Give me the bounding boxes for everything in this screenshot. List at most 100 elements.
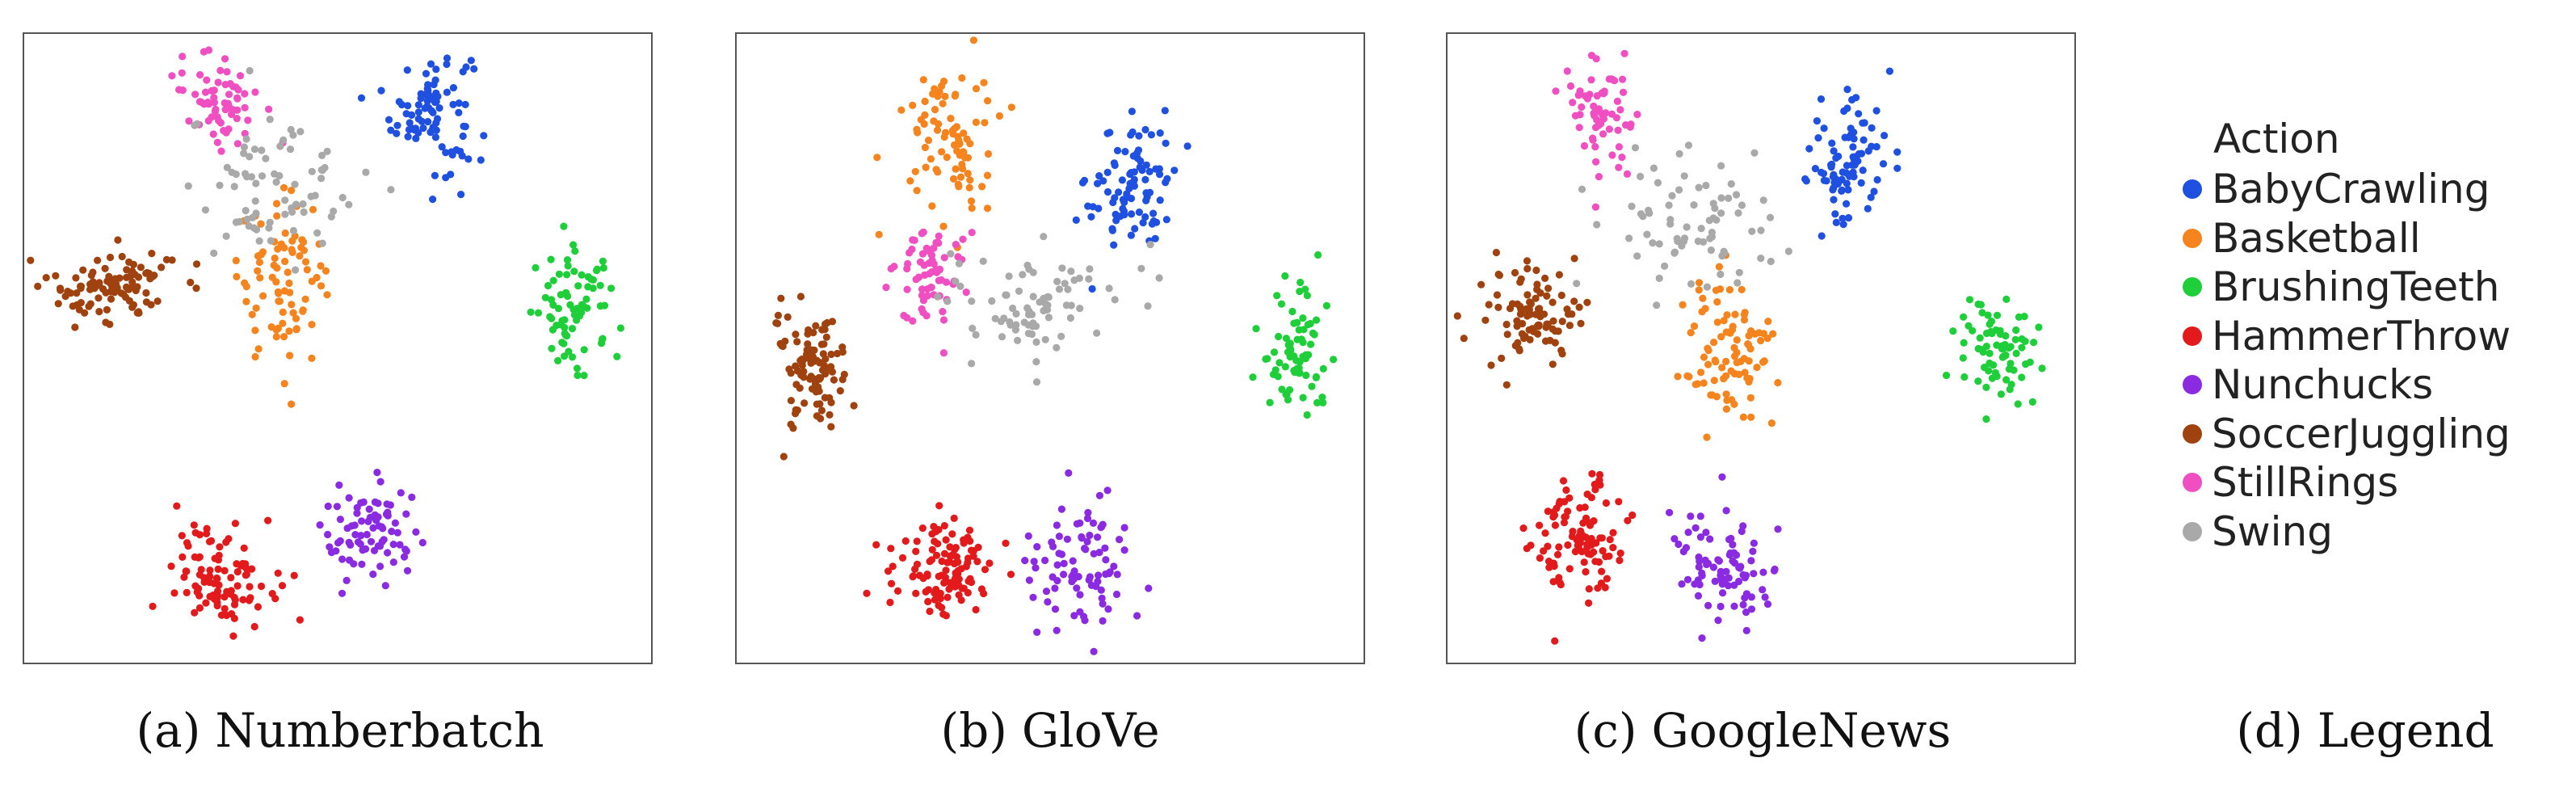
point (94, 256, 102, 264)
legend-item-hammerthrow: HammerThrow (2173, 312, 2511, 361)
point (203, 529, 211, 538)
point (1275, 332, 1283, 341)
point (404, 102, 412, 110)
point (1602, 553, 1610, 561)
point (1739, 413, 1747, 421)
point (179, 553, 187, 562)
legend-item-basketball: Basketball (2173, 214, 2511, 263)
point (347, 522, 355, 530)
point (1120, 211, 1128, 219)
point (949, 175, 958, 183)
point (414, 115, 422, 123)
point (42, 274, 50, 282)
point (1565, 565, 1574, 573)
point (442, 149, 450, 157)
point (1696, 533, 1704, 541)
point (933, 268, 941, 276)
point (921, 271, 929, 279)
point (281, 196, 289, 204)
point (178, 69, 186, 77)
point (1575, 303, 1583, 311)
point (918, 229, 926, 238)
point (1595, 173, 1603, 181)
point (827, 363, 835, 371)
legend-title: Action (2213, 116, 2340, 162)
point (1577, 319, 1585, 327)
point (1805, 145, 1813, 153)
point (251, 326, 259, 335)
point (1136, 163, 1144, 171)
point (288, 246, 296, 254)
point (554, 356, 562, 364)
point (257, 251, 265, 259)
point (792, 331, 800, 339)
point (1828, 139, 1836, 147)
point (1830, 147, 1838, 155)
point (1103, 187, 1112, 196)
point (988, 297, 996, 305)
point (1745, 377, 1753, 386)
point (1698, 634, 1706, 642)
point (258, 172, 267, 180)
point (1606, 536, 1614, 544)
point (838, 343, 847, 352)
point (1266, 398, 1274, 406)
point (365, 505, 373, 513)
point (255, 258, 263, 267)
point (1066, 314, 1074, 322)
point (1002, 291, 1011, 299)
point (983, 204, 992, 213)
point (573, 364, 582, 373)
series-swing (184, 66, 395, 274)
point (909, 317, 917, 325)
caption-name: GoogleNews (1651, 703, 1952, 758)
series-brushingteeth (527, 222, 625, 380)
point (254, 345, 263, 353)
point (928, 256, 936, 264)
point (911, 167, 919, 175)
point (1551, 637, 1559, 645)
point (95, 281, 103, 289)
point (1569, 99, 1577, 107)
scatter-plot-glove (735, 32, 1365, 664)
point (1105, 284, 1113, 293)
point (909, 236, 917, 244)
point (1709, 563, 1717, 571)
point (942, 566, 950, 575)
point (1532, 310, 1540, 318)
point (1717, 333, 1725, 341)
point (259, 292, 267, 300)
point (1683, 223, 1691, 231)
point (1041, 300, 1050, 308)
point (613, 352, 621, 360)
point (1094, 179, 1102, 187)
point (191, 608, 199, 617)
point (1525, 306, 1533, 314)
series-brushingteeth (1942, 295, 2046, 423)
point (2018, 373, 2026, 381)
point (580, 346, 588, 354)
point (1860, 136, 1868, 144)
point (251, 197, 259, 205)
point (1502, 320, 1511, 329)
point (1753, 364, 1761, 372)
point (800, 368, 808, 376)
point (61, 293, 69, 301)
point (1000, 314, 1008, 322)
point (1618, 154, 1626, 162)
point (1843, 179, 1851, 187)
point (1594, 584, 1602, 592)
point (1112, 590, 1121, 599)
point (1149, 209, 1158, 217)
point (1095, 172, 1103, 180)
point (1310, 331, 1318, 339)
point (1109, 198, 1117, 207)
point (1270, 348, 1279, 356)
series-babycrawling (1072, 107, 1191, 293)
point (271, 170, 279, 178)
point (123, 266, 131, 274)
point (1767, 257, 1775, 266)
point (1749, 547, 1757, 555)
point (419, 124, 427, 133)
point (1713, 318, 1721, 326)
